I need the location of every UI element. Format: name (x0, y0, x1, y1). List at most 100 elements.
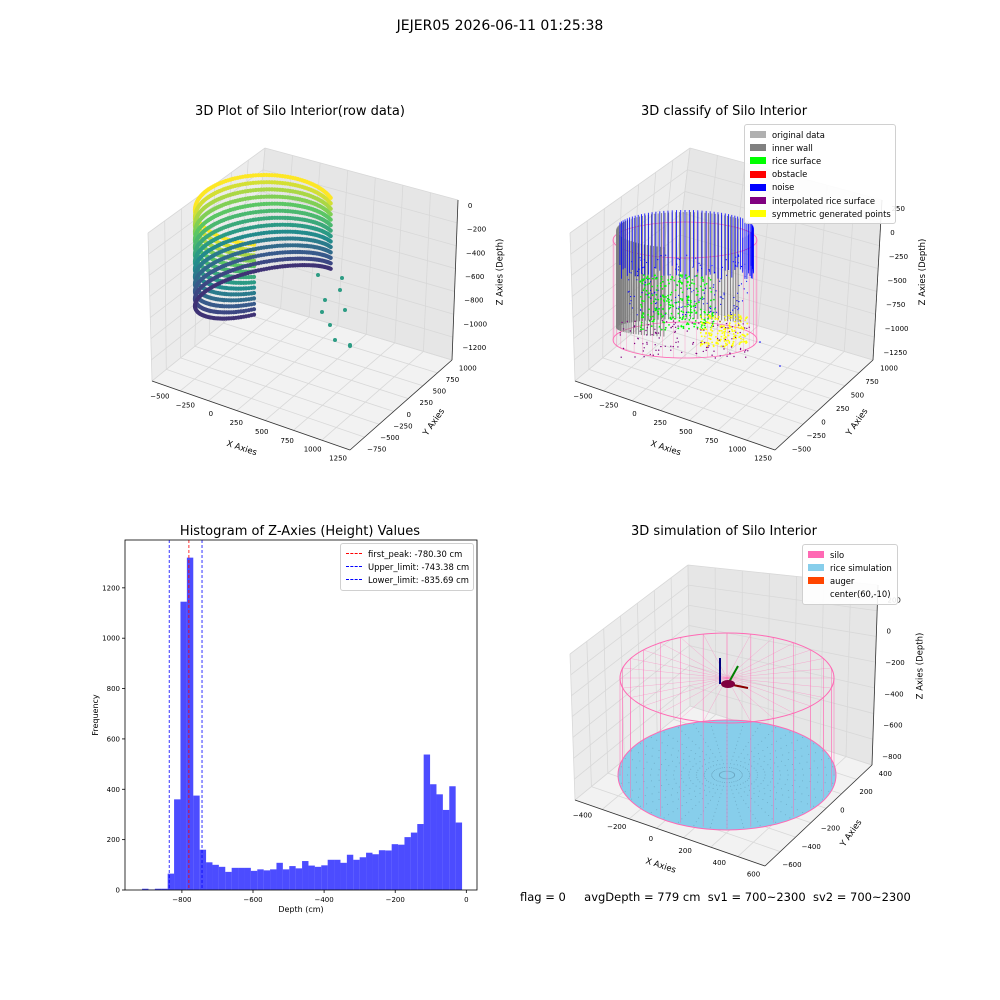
panel4-rice-mesh-point (710, 799, 711, 801)
panel4-rice-mesh-point (806, 787, 808, 789)
panel4-rice-mesh-point (751, 783, 753, 785)
panel4-rice-mesh-point (677, 808, 679, 810)
panel2-noise-point (694, 300, 696, 302)
panel2-noise-point (641, 292, 643, 294)
panel4-silo-group (617, 632, 837, 831)
panel2-interpolated-point (722, 345, 724, 347)
panel4-rice-mesh-point (784, 765, 786, 767)
panel4-rice-mesh-point (653, 786, 655, 788)
panel4-rice-mesh-point (757, 795, 759, 797)
panel2-symmetric-point (737, 322, 740, 325)
panel2-symmetric-point (740, 317, 743, 319)
panel4-rice-mesh-point (646, 761, 648, 763)
panel4-rice-mesh-point (741, 773, 743, 775)
panel4-rice-mesh-point (768, 815, 770, 816)
panel2-symmetric-point (705, 328, 708, 331)
panel2-rice-surface-point (697, 290, 699, 293)
panel4-rice-mesh-point (657, 774, 659, 776)
panel4-rice-mesh-point (693, 724, 695, 726)
panel4-rice-mesh-point (740, 765, 741, 767)
panel2-gridline-z (571, 191, 686, 276)
panel4-gridline-z (569, 564, 689, 655)
panel4-rice-mesh-point (779, 778, 781, 780)
panel2-rice-surface-point (710, 299, 712, 302)
panel2-rice-surface-point (652, 300, 655, 303)
panel2-interpolated-point (645, 334, 648, 336)
panel4-gridline-y (586, 641, 592, 787)
panel4-rice-mesh-point (714, 811, 716, 813)
panel2-noise-point (732, 309, 734, 311)
panel4-rice-mesh-point (769, 790, 771, 792)
classify-legend: original data inner wall rice surface obsta… (744, 124, 896, 225)
panel2-interpolated-point (707, 346, 709, 349)
histogram-bar (225, 871, 232, 890)
panel2-z-tick-label: 0 (890, 229, 894, 237)
panel2-interpolated-point (646, 343, 648, 345)
panel4-rice-mesh-point (634, 774, 636, 776)
figure-title: JEJER05 2026-06-11 01:25:38 (396, 18, 604, 34)
panel4-rice-mesh-point (733, 767, 735, 769)
panel2-x-tick-label: 500 (679, 428, 692, 436)
panel2-rice-surface-point (664, 312, 667, 315)
panel4-rice-mesh-point (713, 765, 714, 767)
panel4-rice-mesh-point (719, 781, 721, 783)
panel2-interpolated-point (704, 322, 706, 325)
panel4-rice-mesh-point (651, 780, 652, 782)
panel4-rice-mesh-point (686, 802, 688, 804)
panel2-noise-point (738, 255, 740, 257)
panel2-rice-surface-point (646, 275, 649, 278)
histogram-bar (398, 844, 405, 890)
panel4-rice-mesh-point (794, 779, 796, 781)
panel2-rice-surface-point (671, 276, 674, 279)
panel4-rice-mesh-point (730, 763, 732, 765)
panel4-rice-mesh-point (643, 768, 645, 769)
panel2-symmetric-point (733, 337, 735, 340)
panel2-gridline-z (671, 299, 874, 361)
panel2-interpolated-point (695, 352, 698, 355)
panel2-noise-point (702, 303, 705, 305)
histogram-y-axis-label: Frequency (91, 694, 100, 736)
panel1-data-point (328, 195, 333, 200)
panel4-rice-mesh-point (699, 767, 701, 769)
panel2-rice-surface-point (689, 304, 691, 306)
panel1-x-tick-label: 1000 (304, 446, 322, 454)
panel2-rice-surface-point (686, 301, 689, 304)
panel4-rice-mesh-point (644, 795, 646, 797)
panel2-points (612, 210, 781, 367)
panel4-rice-mesh-point (727, 778, 729, 780)
panel2-interpolated-point (705, 349, 707, 351)
panel2-gridline-z (570, 169, 688, 255)
panel4-rice-mesh-point (787, 790, 789, 791)
panel2-interpolated-point (634, 356, 636, 358)
panel4-rice-mesh-point (746, 779, 748, 781)
panel4-rice-mesh-point (709, 757, 711, 759)
panel2-rice-surface-point (710, 291, 713, 293)
panel4-rice-mesh-point (695, 753, 697, 755)
panel2-gridline-x (700, 155, 718, 309)
classify-legend-swatch (750, 197, 766, 205)
panel4-silo-spoke (726, 649, 811, 679)
panel2-interpolated-point (626, 320, 628, 323)
panel2-noise-point (675, 296, 677, 299)
panel2-rice-surface-point (709, 278, 712, 281)
panel2-noise-point (649, 289, 652, 291)
panel2-interpolated-point (676, 337, 678, 339)
panel4-rice-mesh-point (757, 821, 759, 823)
histogram-bar (276, 862, 283, 890)
classify-legend-entry: original data (750, 128, 890, 141)
status-flag: flag = 0 (520, 890, 566, 904)
panel4-rice-mesh-point (690, 768, 692, 770)
panel2-symmetric-point (700, 335, 703, 338)
panel2-floor-pane (575, 300, 873, 450)
panel2-rice-surface-point (688, 287, 690, 290)
panel2-y-tick-label: 1000 (880, 365, 898, 373)
panel2-rice-surface-point (691, 279, 694, 281)
panel4-rice-mesh-point (786, 769, 788, 771)
panel2-rice-surface-point (672, 316, 674, 319)
panel1-data-point (338, 288, 342, 292)
panel2-noise-point (726, 274, 728, 276)
panel2-interpolated-point (719, 355, 721, 357)
panel2-rice-surface-point (655, 308, 658, 311)
panel4-rice-mesh-point (749, 772, 751, 774)
panel4-rice-mesh-point (743, 791, 745, 793)
